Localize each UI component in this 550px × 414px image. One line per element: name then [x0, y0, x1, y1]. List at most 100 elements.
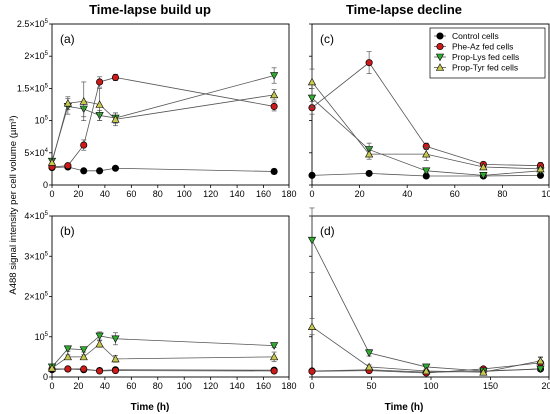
legend-label: Prop-Lys fed cells [452, 52, 519, 62]
data-point [63, 352, 72, 361]
data-point [536, 164, 545, 173]
data-point [270, 367, 278, 375]
x-tick-label: 100 [177, 189, 192, 199]
legend-label: Control cells [452, 31, 499, 41]
data-point [365, 349, 374, 358]
series-line [51, 335, 275, 368]
data-point [270, 342, 279, 350]
series-line [51, 77, 275, 168]
data-point [422, 167, 431, 176]
data-point [479, 367, 488, 376]
series-control-cells [308, 169, 545, 180]
series-prop-tyr-fed-cells [307, 318, 545, 376]
data-point [79, 97, 88, 105]
data-point [64, 365, 72, 373]
x-tick-label: 40 [100, 189, 110, 199]
y-tick-label: 3×105 [24, 251, 48, 261]
data-point [79, 346, 88, 354]
y-tick-label: 105 [35, 332, 49, 342]
right-column-title: Time-lapse decline [346, 2, 462, 17]
x-tick-label: 100 [541, 189, 550, 199]
legend-marker [436, 32, 444, 40]
data-point [111, 115, 120, 123]
data-point [307, 77, 317, 86]
x-tick-label: 180 [281, 189, 296, 199]
x-tick-label: 50 [366, 381, 376, 391]
series-prop-lys-fed-cells [47, 331, 279, 372]
y-axis-title: A488 signal intensity per cell volume (µ… [8, 115, 19, 294]
x-tick-label: 0 [309, 189, 314, 199]
x-axis-title-right: Time (h) [385, 402, 424, 413]
x-tick-label: 140 [230, 189, 245, 199]
y-tick-label: 4×105 [24, 211, 48, 221]
data-point [308, 367, 316, 375]
panel-label: (b) [60, 224, 75, 238]
legend-box [429, 27, 546, 79]
data-point [96, 167, 104, 175]
y-tick-label: 105 [35, 116, 49, 126]
data-point [80, 365, 88, 373]
data-point [479, 172, 488, 180]
panel-c: 0 20 40 60 80 100 (c) [307, 23, 550, 199]
x-tick-label: 140 [230, 381, 245, 391]
data-point [270, 352, 279, 361]
data-point [422, 366, 431, 375]
data-point [479, 162, 488, 171]
x-tick-label: 0 [49, 189, 54, 199]
data-point [270, 90, 279, 99]
x-tick-label: 80 [497, 189, 507, 199]
plot-frame [51, 23, 290, 186]
data-point [270, 72, 279, 80]
x-tick-label: 100 [177, 381, 192, 391]
data-point [95, 332, 104, 341]
panel-label: (d) [320, 224, 335, 238]
data-point [95, 339, 104, 348]
panel-b: 0 20 40 60 80 100 120 140 160 180 0 105 2×105 3×105 4×… [24, 211, 296, 391]
y-tick-label: 0 [43, 372, 48, 382]
x-tick-label: 20 [355, 189, 365, 199]
data-point [365, 169, 373, 177]
left-column-title: Time-lapse build up [89, 2, 211, 17]
data-point [47, 158, 57, 166]
x-tick-label: 20 [73, 381, 83, 391]
data-point [270, 102, 278, 110]
series-prop-lys-fed-cells [307, 207, 545, 376]
series-phe-az-fed-cells [48, 73, 278, 171]
series-control-cells [48, 163, 278, 176]
series-line [51, 75, 275, 162]
data-point [365, 362, 374, 371]
y-tick-label: 5×104 [24, 148, 48, 158]
x-axis-title-left: Time (h) [131, 402, 170, 413]
panel-label: (c) [320, 32, 334, 46]
y-tick-label: 1.5×105 [17, 83, 49, 93]
data-point [307, 322, 317, 330]
data-point [47, 363, 57, 372]
data-point [111, 354, 120, 363]
x-tick-label: 120 [203, 189, 218, 199]
y-tick-label: 2×105 [24, 292, 48, 302]
data-point [308, 171, 316, 179]
x-tick-label: 100 [423, 381, 438, 391]
data-point [111, 73, 120, 82]
legend-marker [436, 42, 444, 51]
x-tick-label: 60 [126, 189, 136, 199]
x-tick-label: 60 [450, 189, 460, 199]
x-tick-label: 40 [100, 381, 110, 391]
data-point [63, 345, 72, 354]
series-prop-tyr-fed-cells [47, 339, 279, 372]
x-tick-label: 80 [153, 189, 163, 199]
data-point [96, 367, 104, 375]
panel-label: (a) [60, 32, 75, 46]
y-tick-label: 0 [43, 180, 48, 190]
series-line [51, 94, 275, 163]
x-tick-label: 180 [281, 381, 296, 391]
x-tick-label: 60 [126, 381, 136, 391]
x-tick-label: 200 [541, 381, 550, 391]
legend-marker [435, 53, 445, 62]
data-point [80, 167, 88, 175]
x-tick-label: 0 [309, 381, 314, 391]
legend-label: Phe-Az fed cells [452, 42, 513, 52]
y-tick-label: 2×105 [24, 51, 48, 61]
data-point [422, 149, 431, 158]
